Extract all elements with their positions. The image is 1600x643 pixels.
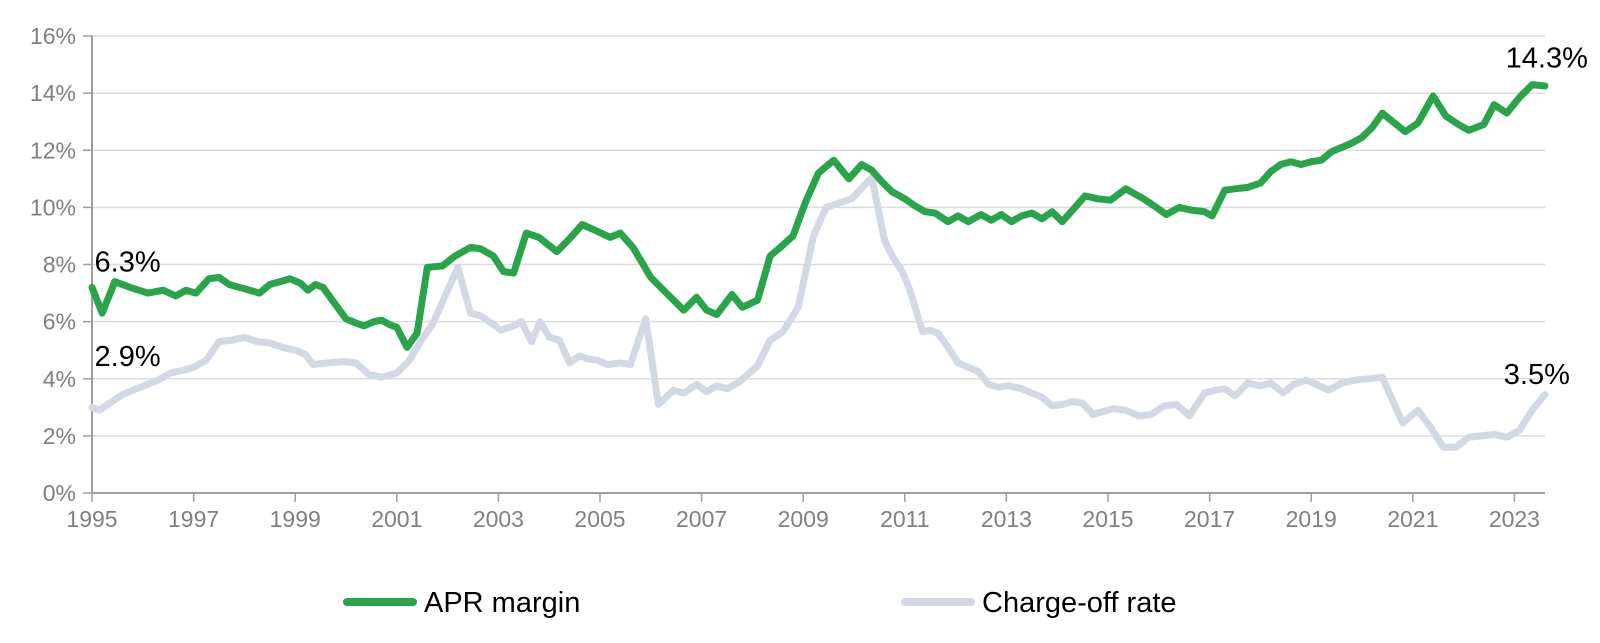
- y-axis-tick-label: 6%: [43, 309, 76, 335]
- data-label: 3.5%: [1504, 359, 1570, 391]
- x-axis-tick-label: 2015: [1082, 506, 1133, 532]
- apr-margin-line: [88, 81, 1549, 351]
- data-label: 14.3%: [1506, 42, 1588, 74]
- y-axis-tick-label: 14%: [30, 80, 76, 106]
- x-axis-tick-label: 2003: [473, 506, 524, 532]
- data-label: 6.3%: [95, 247, 161, 279]
- y-axis-tick-label: 8%: [43, 252, 76, 278]
- y-axis-tick-label: 4%: [43, 366, 76, 392]
- x-axis-tick-label: 1995: [66, 506, 117, 532]
- y-axis-tick-label: 0%: [43, 480, 76, 506]
- x-axis-tick-label: 2007: [676, 506, 727, 532]
- x-axis-tick-label: 1997: [168, 506, 219, 532]
- x-axis-tick-label: 2013: [981, 506, 1032, 532]
- data-label: 2.9%: [95, 341, 161, 373]
- x-axis-tick-label: 2017: [1184, 506, 1235, 532]
- x-axis-tick-label: 1999: [270, 506, 321, 532]
- x-axis-tick-label: 2011: [880, 506, 929, 532]
- x-axis-tick-label: 2019: [1286, 506, 1337, 532]
- x-axis-tick-label: 2005: [574, 506, 625, 532]
- y-axis-tick-label: 16%: [30, 23, 76, 49]
- y-axis-tick-label: 12%: [30, 137, 76, 163]
- y-axis-tick-label: 2%: [43, 423, 76, 449]
- x-axis-tick-label: 2009: [778, 506, 829, 532]
- y-axis-tick-label: 10%: [30, 194, 76, 220]
- x-axis-tick-label: 2023: [1489, 506, 1540, 532]
- charge-off-rate-line: [88, 173, 1549, 451]
- x-axis-tick-label: 2021: [1387, 506, 1438, 532]
- legend-label-charge-off-rate: Charge-off rate: [982, 587, 1177, 619]
- legend-label-apr-margin: APR margin: [424, 587, 580, 619]
- x-axis-tick-label: 2001: [371, 506, 422, 532]
